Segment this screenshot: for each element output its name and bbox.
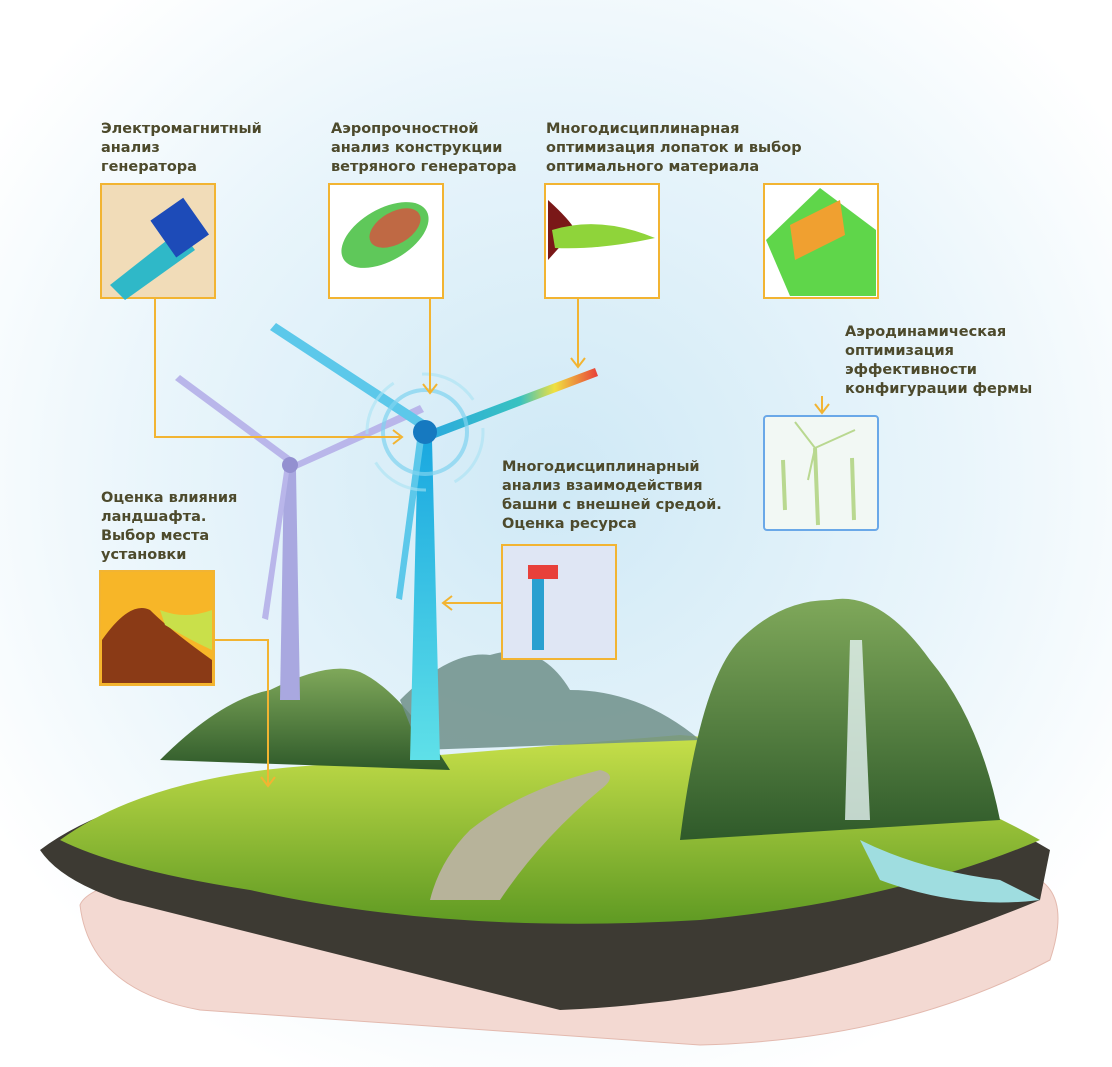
thumb-shape — [781, 447, 856, 526]
connectors — [154, 298, 830, 788]
caption-line: Выбор места — [101, 528, 209, 544]
thumb-shape — [532, 570, 544, 650]
caption-line: оптимизация — [845, 343, 954, 359]
thumb-shape — [150, 197, 210, 258]
caption-line: анализ взаимодействия — [502, 478, 703, 494]
mountain-right — [680, 598, 1000, 840]
mountain-left — [160, 668, 450, 770]
thumb-farm-turbines — [763, 415, 879, 531]
hub-ring — [381, 388, 469, 476]
caption-line: Оценка влияния — [101, 490, 237, 506]
turbine-hub — [282, 457, 298, 473]
caption-line: оптимального материала — [546, 159, 759, 175]
thumb-shape — [102, 608, 212, 683]
caption-line: анализ конструкции — [331, 140, 502, 156]
thumbnails — [99, 183, 879, 686]
callout-caption: Оценка влияния ландшафта. Выбор места устан… — [101, 490, 237, 563]
callout-caption: Аэропрочностной анализ конструкции ветряно… — [331, 121, 517, 175]
thumb-landscape — [99, 570, 215, 686]
turbine-blade — [175, 375, 295, 465]
callout-caption: Электромагнитный анализ генератора — [101, 121, 262, 175]
arrow-head — [392, 429, 404, 445]
thumb-generator — [100, 183, 216, 300]
caption-line: генератора — [101, 159, 197, 175]
caption-line: Многодисциплинарная — [546, 121, 739, 137]
thumb-shape — [528, 565, 558, 579]
arrow-head — [260, 776, 276, 788]
thumb-tower — [501, 544, 617, 660]
connector — [154, 298, 400, 438]
caption-line: ландшафта. — [101, 509, 206, 525]
caption-line: Многодисциплинарный — [502, 459, 700, 475]
thumb-shape — [790, 200, 845, 260]
turbine-blade — [262, 465, 290, 620]
thumb-structure — [328, 183, 444, 299]
caption-line: Аэродинамическая — [845, 324, 1006, 340]
arrow-head — [441, 595, 453, 611]
arrow-head — [570, 357, 586, 369]
callout-caption: Многодисциплинарный анализ взаимодействия… — [502, 459, 722, 532]
connector — [214, 639, 269, 785]
thumb-blade — [544, 183, 660, 299]
callout-caption: Многодисциплинарная оптимизация лопаток и… — [546, 121, 802, 175]
waterfall — [845, 640, 870, 820]
road — [430, 770, 610, 900]
caption-line: Электромагнитный — [101, 121, 262, 137]
arrow-head — [422, 383, 438, 395]
callout-caption: Аэродинамическая оптимизация эффективности… — [845, 324, 1032, 397]
turbine-hub — [413, 420, 437, 444]
turbine-tower — [410, 440, 440, 760]
thumb-frame — [501, 544, 617, 660]
turbine-blade — [425, 368, 598, 440]
thumb-shape — [552, 224, 655, 249]
caption-line: эффективности — [845, 362, 977, 378]
caption-line: башни с внешней средой. — [502, 497, 722, 513]
caption-line: анализ — [101, 140, 160, 156]
captions: Электромагнитный анализ генератора Аэропроч… — [101, 121, 1032, 563]
caption-line: установки — [101, 547, 186, 563]
caption-line: ветряного генератора — [331, 159, 517, 175]
caption-line: Оценка ресурса — [502, 516, 637, 532]
thumb-shape — [794, 421, 856, 481]
hub-ring — [365, 372, 485, 492]
caption-line: конфигурации фермы — [845, 381, 1032, 397]
arrow-head — [814, 403, 830, 415]
mountain-back — [400, 651, 700, 750]
thumb-shape — [369, 208, 421, 248]
caption-line: Аэропрочностной — [331, 121, 479, 137]
turbine-tower-back — [280, 470, 300, 700]
caption-line: оптимизация лопаток и выбор — [546, 140, 802, 156]
river — [860, 840, 1040, 903]
thumb-shape — [160, 610, 212, 650]
thumb-farm — [763, 183, 879, 299]
thumb-frame — [763, 415, 879, 531]
